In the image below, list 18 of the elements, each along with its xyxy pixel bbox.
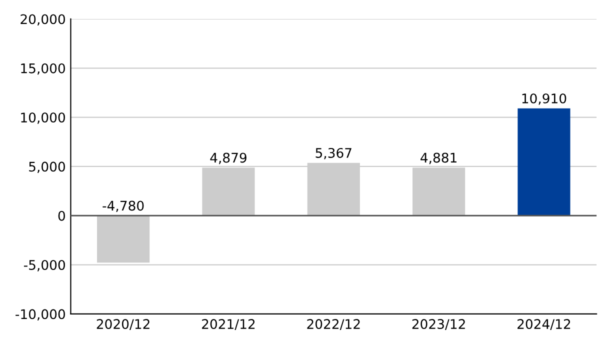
data-label: 4,881 (420, 152, 456, 164)
y-tick-label: 20,000 (20, 14, 65, 26)
bar (518, 108, 570, 216)
data-label: 4,879 (210, 152, 246, 164)
x-tick-label: 2024/12 (518, 319, 570, 330)
x-tick-label: 2023/12 (412, 319, 465, 330)
y-tick-label: -10,000 (16, 309, 65, 320)
y-tick-label: -5,000 (24, 260, 65, 272)
y-tick-label: 0 (58, 210, 65, 221)
x-tick-label: 2022/12 (307, 319, 360, 330)
data-label: 5,367 (316, 148, 352, 160)
y-tick-label: 10,000 (21, 112, 65, 124)
data-label: 10,910 (522, 93, 566, 105)
y-tick-label: 5,000 (29, 162, 65, 174)
x-tick-label: 2020/12 (96, 319, 150, 330)
y-tick-label: 15,000 (21, 63, 65, 75)
x-tick-label: 2021/12 (202, 319, 255, 330)
data-label: -4,780 (102, 200, 144, 212)
